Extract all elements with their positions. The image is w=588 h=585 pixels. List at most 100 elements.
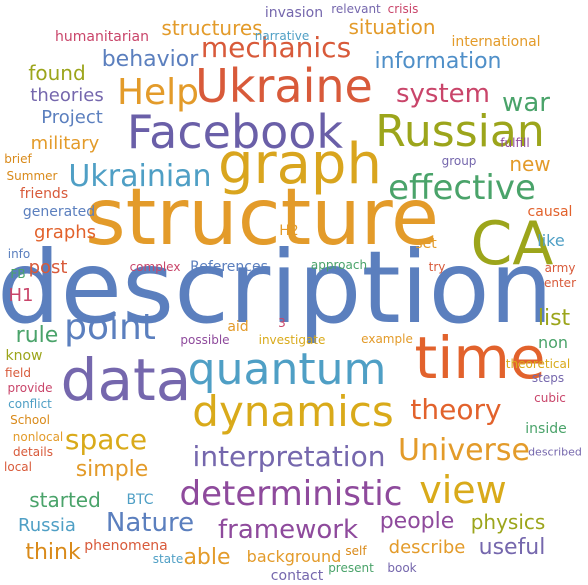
word-nonlocal: nonlocal (12, 430, 64, 444)
word-background: background (246, 547, 342, 566)
word-data: data (60, 346, 192, 414)
word-international: international (451, 34, 541, 50)
word-self: self (345, 544, 367, 558)
word-quantum: quantum (187, 344, 387, 395)
word-example: example (361, 332, 413, 346)
word-ukraine: Ukraine (195, 59, 373, 113)
word-summer: Summer (6, 169, 58, 183)
word-relevant: relevant (331, 2, 381, 16)
word-interpretation: interpretation (192, 440, 386, 473)
word-investigate: investigate (258, 333, 326, 347)
word-causal: causal (527, 204, 573, 220)
word-fulfill: fulfill (500, 136, 530, 150)
word-group: group (441, 154, 477, 168)
word-narrative: narrative (254, 29, 310, 43)
word-know: know (5, 348, 43, 364)
word-theory: theory (410, 393, 502, 426)
word-crisis: crisis (387, 2, 419, 16)
word-generated: generated (22, 204, 96, 220)
word-rule: rule (15, 323, 59, 348)
word-found: found (28, 61, 86, 85)
word-ca: CA (470, 209, 554, 279)
word-structures: structures (161, 16, 263, 40)
word-non: non (537, 333, 569, 352)
word-think: think (25, 540, 81, 565)
word-school: School (10, 413, 50, 427)
word-facebook: Facebook (126, 105, 344, 159)
word-russia: Russia (18, 515, 76, 536)
word-btc: BTC (126, 492, 154, 508)
word-h2: H2 (279, 223, 299, 239)
word-possible: possible (180, 333, 230, 347)
word-provide: provide (7, 381, 53, 395)
word-cubic: cubic (534, 391, 566, 405)
word-3: 3 (278, 316, 286, 330)
word-brief: brief (4, 152, 32, 166)
word-new: new (509, 152, 551, 176)
word-book: book (387, 561, 417, 575)
word-conflict: conflict (8, 397, 52, 411)
word-theories: theories (30, 85, 104, 106)
word-information: information (374, 49, 502, 74)
word-graph: graph (218, 132, 382, 197)
word-described: described (528, 445, 582, 459)
word-approach: approach (310, 258, 368, 272)
word-try: try (428, 260, 446, 274)
word-info: info (7, 247, 31, 261)
word-contact: contact (270, 568, 324, 584)
word-h1: H1 (8, 285, 34, 306)
word-behavior: behavior (101, 47, 199, 72)
word-steps: steps (531, 371, 565, 385)
word-theoretical: theoretical (505, 357, 571, 371)
word-references: References (190, 259, 268, 275)
word-point: point (64, 307, 156, 348)
word-graphs: graphs (33, 222, 97, 243)
word-complex: complex (129, 260, 181, 274)
word-structure: structure (85, 173, 439, 263)
word-invasion: invasion (264, 5, 324, 21)
word-army: army (544, 261, 576, 275)
word-dynamics: dynamics (192, 387, 394, 436)
word-post: post (28, 257, 68, 278)
word-started: started (29, 488, 101, 512)
word-humanitarian: humanitarian (55, 29, 149, 45)
word-system: system (396, 79, 490, 109)
word-russian: Russian (375, 106, 545, 157)
word-war: war (502, 88, 550, 118)
word-effective: effective (388, 168, 536, 208)
word-ukrainian: Ukrainian (68, 159, 212, 194)
word-aid: aid (227, 319, 249, 335)
word-fb: FB (10, 267, 26, 281)
word-phenomena: phenomena (84, 538, 168, 554)
word-deterministic: deterministic (179, 474, 403, 514)
word-describe: describe (388, 537, 466, 558)
word-field: field (5, 366, 31, 380)
word-situation: situation (348, 15, 436, 39)
word-description: description (0, 229, 554, 346)
word-state: state (152, 552, 184, 566)
word-project: Project (41, 107, 103, 128)
word-details: details (13, 445, 53, 459)
word-simple: simple (75, 457, 149, 482)
word-military: military (30, 133, 100, 154)
word-people: people (379, 509, 455, 534)
word-useful: useful (478, 535, 546, 560)
word-friends: friends (19, 186, 69, 202)
word-inside: inside (525, 421, 567, 437)
word-set: set (415, 236, 437, 252)
word-enter: enter (543, 276, 577, 290)
word-time: time (414, 324, 546, 392)
word-able: able (183, 545, 231, 570)
word-list: list (537, 306, 571, 331)
word-local: local (4, 460, 32, 474)
word-present: present (328, 561, 374, 575)
word-framework: framework (217, 515, 359, 545)
word-nature: Nature (105, 508, 195, 538)
word-universe: Universe (398, 433, 530, 468)
word-like: like (537, 231, 565, 250)
word-view: view (419, 468, 507, 512)
word-physics: physics (470, 510, 546, 534)
word-mechanics: mechanics (200, 31, 352, 64)
word-help: Help (116, 72, 200, 113)
